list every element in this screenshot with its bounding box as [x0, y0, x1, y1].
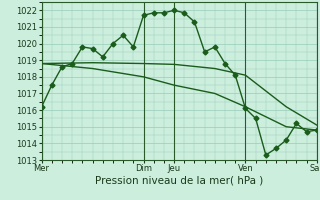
X-axis label: Pression niveau de la mer( hPa ): Pression niveau de la mer( hPa )	[95, 176, 263, 186]
